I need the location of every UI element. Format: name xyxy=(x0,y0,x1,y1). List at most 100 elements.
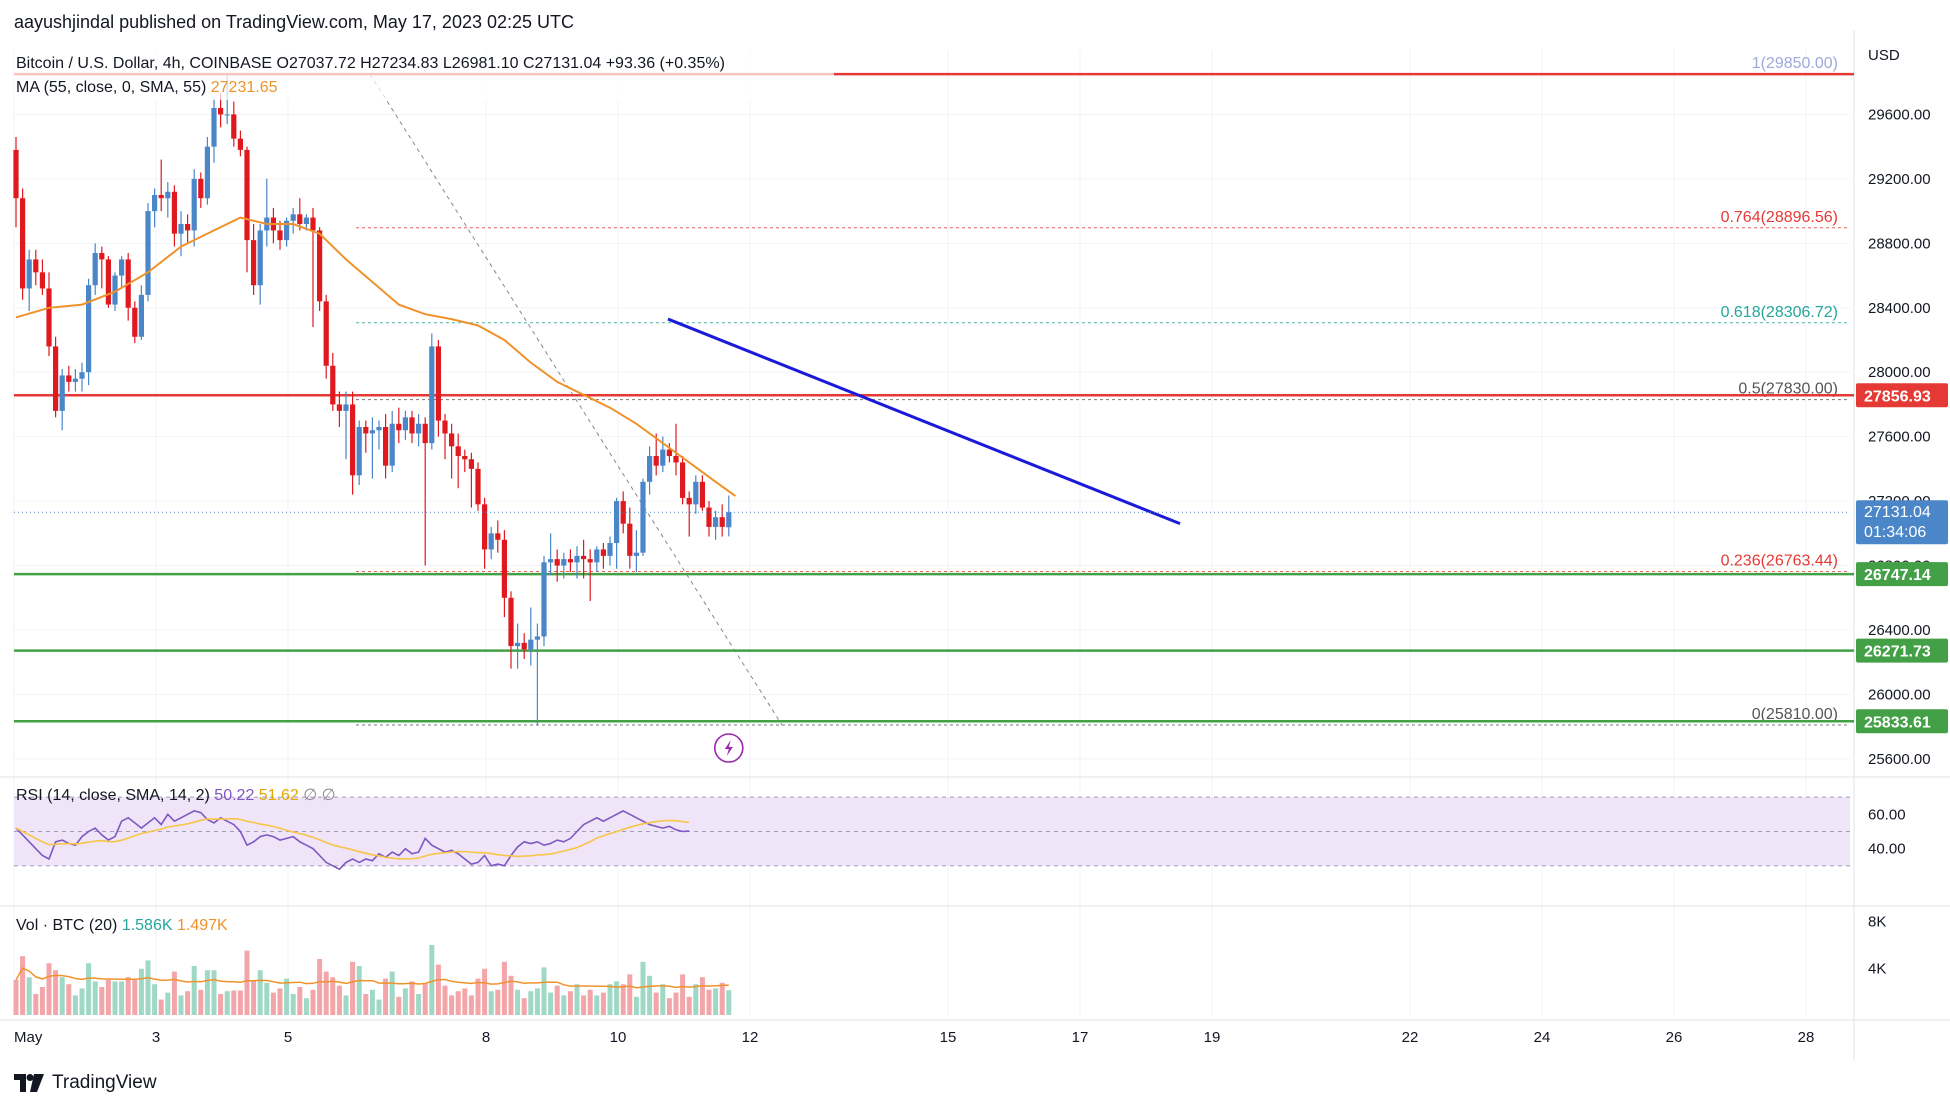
candle xyxy=(198,172,204,208)
rsi-legend-extra: ∅ ∅ xyxy=(303,787,335,804)
volume-legend-ma: 1.497K xyxy=(177,917,228,934)
candle-body xyxy=(693,481,699,505)
time-tick-label: 22 xyxy=(1402,1029,1419,1046)
volume-bar xyxy=(224,991,230,1015)
candle xyxy=(429,333,435,450)
volume-bar xyxy=(145,960,151,1015)
candle-body xyxy=(435,346,441,421)
volume-bar xyxy=(66,984,72,1015)
candle xyxy=(416,414,422,447)
candle xyxy=(264,178,270,247)
candle-body xyxy=(185,224,191,231)
candle xyxy=(383,414,389,479)
candle xyxy=(204,137,210,205)
candle-body xyxy=(534,636,540,640)
volume-bar xyxy=(640,961,646,1015)
candle xyxy=(482,497,488,569)
volume-bar xyxy=(119,981,125,1015)
candle-body xyxy=(713,517,719,527)
volume-bar xyxy=(396,996,402,1015)
candle xyxy=(72,369,78,392)
fib-swing-line xyxy=(369,73,783,726)
candle xyxy=(693,475,699,514)
candle-body xyxy=(449,433,455,447)
time-tick-label: 5 xyxy=(284,1029,292,1046)
candle xyxy=(534,623,540,726)
volume-bar xyxy=(673,992,679,1015)
volume-bar xyxy=(350,961,356,1015)
candle-body xyxy=(224,114,230,116)
candle xyxy=(39,259,45,295)
time-tick-label: 3 xyxy=(152,1029,160,1046)
candle-body xyxy=(653,456,659,466)
volume-bar xyxy=(600,992,606,1015)
time-tick-label: 15 xyxy=(940,1029,957,1046)
price-tick-label: 29200.00 xyxy=(1868,171,1931,188)
candle-body xyxy=(567,559,573,563)
volume-bar xyxy=(369,989,375,1015)
ma-legend-value: 27231.65 xyxy=(211,79,278,96)
candle-body xyxy=(508,597,514,647)
candle xyxy=(92,243,98,295)
candle xyxy=(66,365,72,392)
volume-bars xyxy=(13,945,732,1015)
volume-bar xyxy=(607,984,613,1015)
volume-bar xyxy=(528,991,534,1015)
volume-bar xyxy=(548,992,554,1015)
volume-bar xyxy=(165,992,171,1015)
volume-bar xyxy=(171,971,177,1015)
volume-bar xyxy=(376,999,382,1015)
candle-body xyxy=(86,285,92,373)
candle-body xyxy=(475,468,481,505)
candle xyxy=(105,256,111,308)
candle xyxy=(581,539,587,579)
candle xyxy=(554,549,560,582)
candle xyxy=(46,272,52,357)
rsi-tick-label: 40.00 xyxy=(1868,841,1906,858)
candle xyxy=(119,256,125,289)
volume-bar xyxy=(152,984,158,1015)
volume-bar xyxy=(647,975,653,1015)
volume-bar xyxy=(574,984,580,1015)
candle-body xyxy=(244,149,250,241)
candle xyxy=(455,433,461,489)
volume-bar xyxy=(699,977,705,1015)
candle-body xyxy=(350,404,356,476)
axes: USD 29600.00 29200.00 28800.00 28400.00 28000… xyxy=(14,47,1948,1046)
price-tick-label: 26000.00 xyxy=(1868,686,1931,703)
volume-bar xyxy=(132,980,138,1015)
price-chart[interactable]: 1(29850.00) 0.764(28896.56) 0.618(28306.72… xyxy=(0,30,1950,1090)
volume-bar xyxy=(455,991,461,1015)
candle xyxy=(508,591,514,669)
volume-bar xyxy=(515,989,521,1015)
candle xyxy=(79,362,85,392)
candle xyxy=(145,203,151,302)
candle-body xyxy=(396,423,402,431)
rsi-line xyxy=(15,810,690,871)
rsi-legend-value: 50.22 xyxy=(214,787,258,804)
candle-body xyxy=(548,559,554,563)
fib-level-label: 0.618(28306.72) xyxy=(1721,304,1838,321)
candle xyxy=(475,462,481,511)
current-price-tag: 27131.04 xyxy=(1864,504,1931,521)
candle-body xyxy=(633,552,639,556)
candle-body xyxy=(198,178,204,199)
volume-bar xyxy=(620,984,626,1015)
volume-bar xyxy=(178,995,184,1015)
volume-bar xyxy=(231,990,237,1015)
candle-body xyxy=(356,427,362,476)
candle xyxy=(541,555,547,647)
candle xyxy=(488,526,494,560)
candle xyxy=(53,336,59,418)
candle xyxy=(237,130,243,157)
volume-bar xyxy=(330,977,336,1015)
volume-bar xyxy=(726,990,732,1015)
candle-body xyxy=(561,559,567,566)
volume-bar xyxy=(26,977,32,1015)
tradingview-brand[interactable]: TradingView xyxy=(14,1072,157,1094)
candle xyxy=(336,391,342,427)
volume-bar xyxy=(290,994,296,1015)
time-tick-label: 8 xyxy=(482,1029,490,1046)
volume-bar xyxy=(666,998,672,1015)
candle-body xyxy=(284,220,290,241)
